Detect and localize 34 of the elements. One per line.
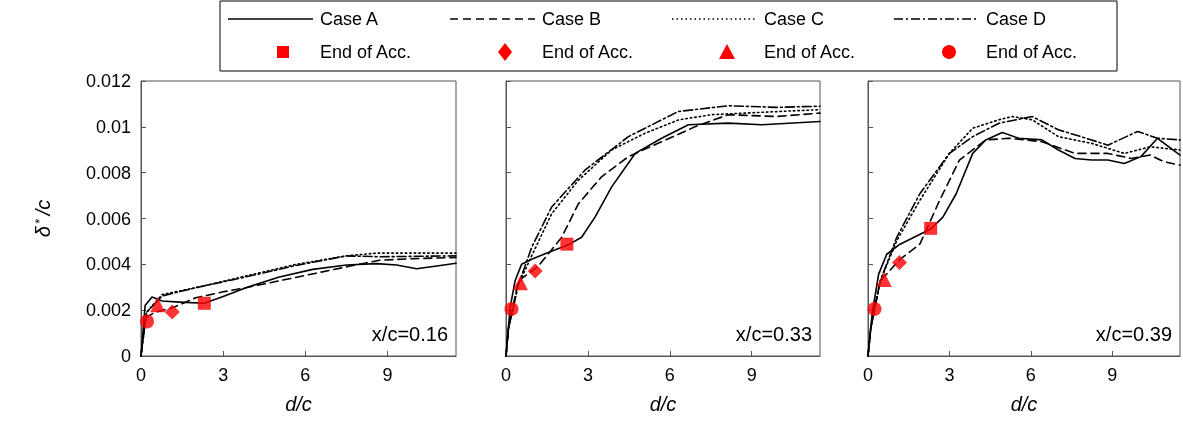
legend-label: Case B [542,9,602,29]
y-tick-label: 0.006 [85,208,131,229]
x-axis-title: d/c [1010,393,1038,415]
legend-label: Case D [986,9,1047,29]
x-tick-label: 6 [300,365,311,385]
x-tick-label: 3 [218,365,229,385]
y-axis-title: δ*/c [32,199,54,238]
x-tick-label: 6 [664,365,675,385]
legend-label: End of Acc. [986,42,1078,62]
y-tick-label: 0.012 [85,71,131,91]
legend-label: End of Acc. [764,42,856,62]
annotation: x/c=0.16 [371,323,449,345]
x-tick-label: 9 [746,365,757,385]
legend-label: Case A [320,9,379,29]
y-tick-label: 0.01 [95,116,131,137]
y-tick-label: 0.002 [85,300,131,321]
x-tick-label: 0 [135,365,147,385]
x-tick-label: 9 [382,365,393,385]
x-tick-label: 6 [1025,365,1036,385]
annotation: x/c=0.33 [735,323,813,345]
y-tick-label: 0.004 [85,254,131,275]
x-tick-label: 3 [944,365,955,385]
legend-label: End of Acc. [320,42,412,62]
x-tick-label: 3 [582,365,593,385]
annotation: x/c=0.39 [1095,323,1173,345]
x-tick-label: 9 [1107,365,1118,385]
legend-label: End of Acc. [542,42,634,62]
x-axis-title: d/c [285,393,312,415]
x-axis-title: d/c [649,393,677,415]
x-tick-label: 0 [500,365,512,385]
x-tick-label: 0 [862,365,874,385]
y-tick-label: 0.008 [85,162,131,183]
y-tick-label: 0 [120,346,131,366]
legend-label: Case C [764,9,825,29]
